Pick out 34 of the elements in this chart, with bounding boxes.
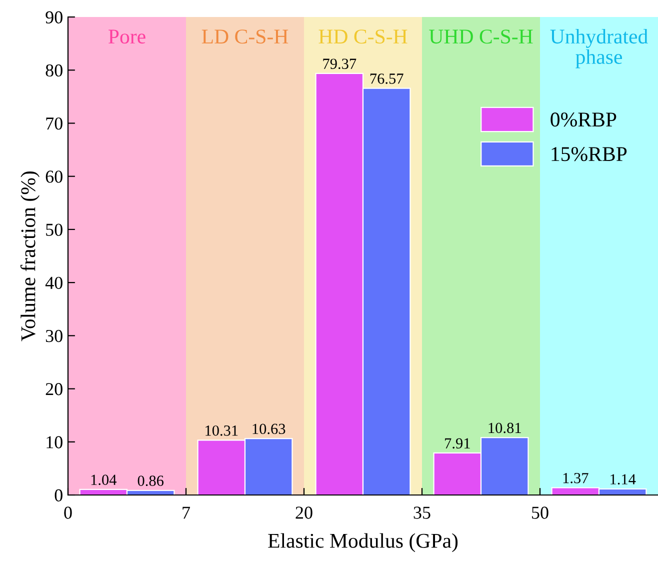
x-tick-label: Unhydrated phase <box>550 28 648 68</box>
legend-label: 0%RBP <box>550 112 616 127</box>
data-label: 0.86 <box>138 476 164 486</box>
y-tick-label: 0 <box>54 489 62 502</box>
data-label: 10.31 <box>206 425 238 436</box>
text: 0 <box>64 506 72 519</box>
x-tick-label: UHD C-S-H <box>429 30 533 44</box>
text: 7 <box>182 506 190 519</box>
data-label: 7.91 <box>445 438 470 449</box>
y-tick-label: 40 <box>45 276 62 289</box>
x-axis-title: Elastic Modulus (GPa) <box>268 533 458 552</box>
y-tick-label: 20 <box>46 383 62 396</box>
y-axis-title: Volume fraction (%) <box>20 171 40 342</box>
data-label: 79.37 <box>323 58 356 70</box>
y-tick-label: 30 <box>46 330 62 342</box>
legend-label: 15%RBP <box>552 147 627 162</box>
y-tick-label: 70 <box>46 117 62 130</box>
y-tick-label: 90 <box>46 11 62 24</box>
text: 35 <box>414 506 430 519</box>
data-label: 1.04 <box>91 474 117 486</box>
text: 20 <box>296 506 312 519</box>
x-tick-label: HD C-S-H <box>318 30 408 44</box>
text: 50 <box>532 506 548 519</box>
x-tick-label: LD C-S-H <box>202 30 288 44</box>
y-tick-label: 10 <box>46 436 62 448</box>
x-tick-label: Pore <box>108 30 146 44</box>
y-tick-label: 50 <box>46 224 62 236</box>
data-label: 1.14 <box>610 474 636 485</box>
y-tick-label: 80 <box>46 64 62 77</box>
data-label: 10.81 <box>488 422 521 434</box>
data-label: 76.57 <box>370 74 404 84</box>
data-label: 10.63 <box>252 424 286 434</box>
data-label: 1.37 <box>563 472 588 484</box>
y-tick-label: 60 <box>46 170 62 183</box>
